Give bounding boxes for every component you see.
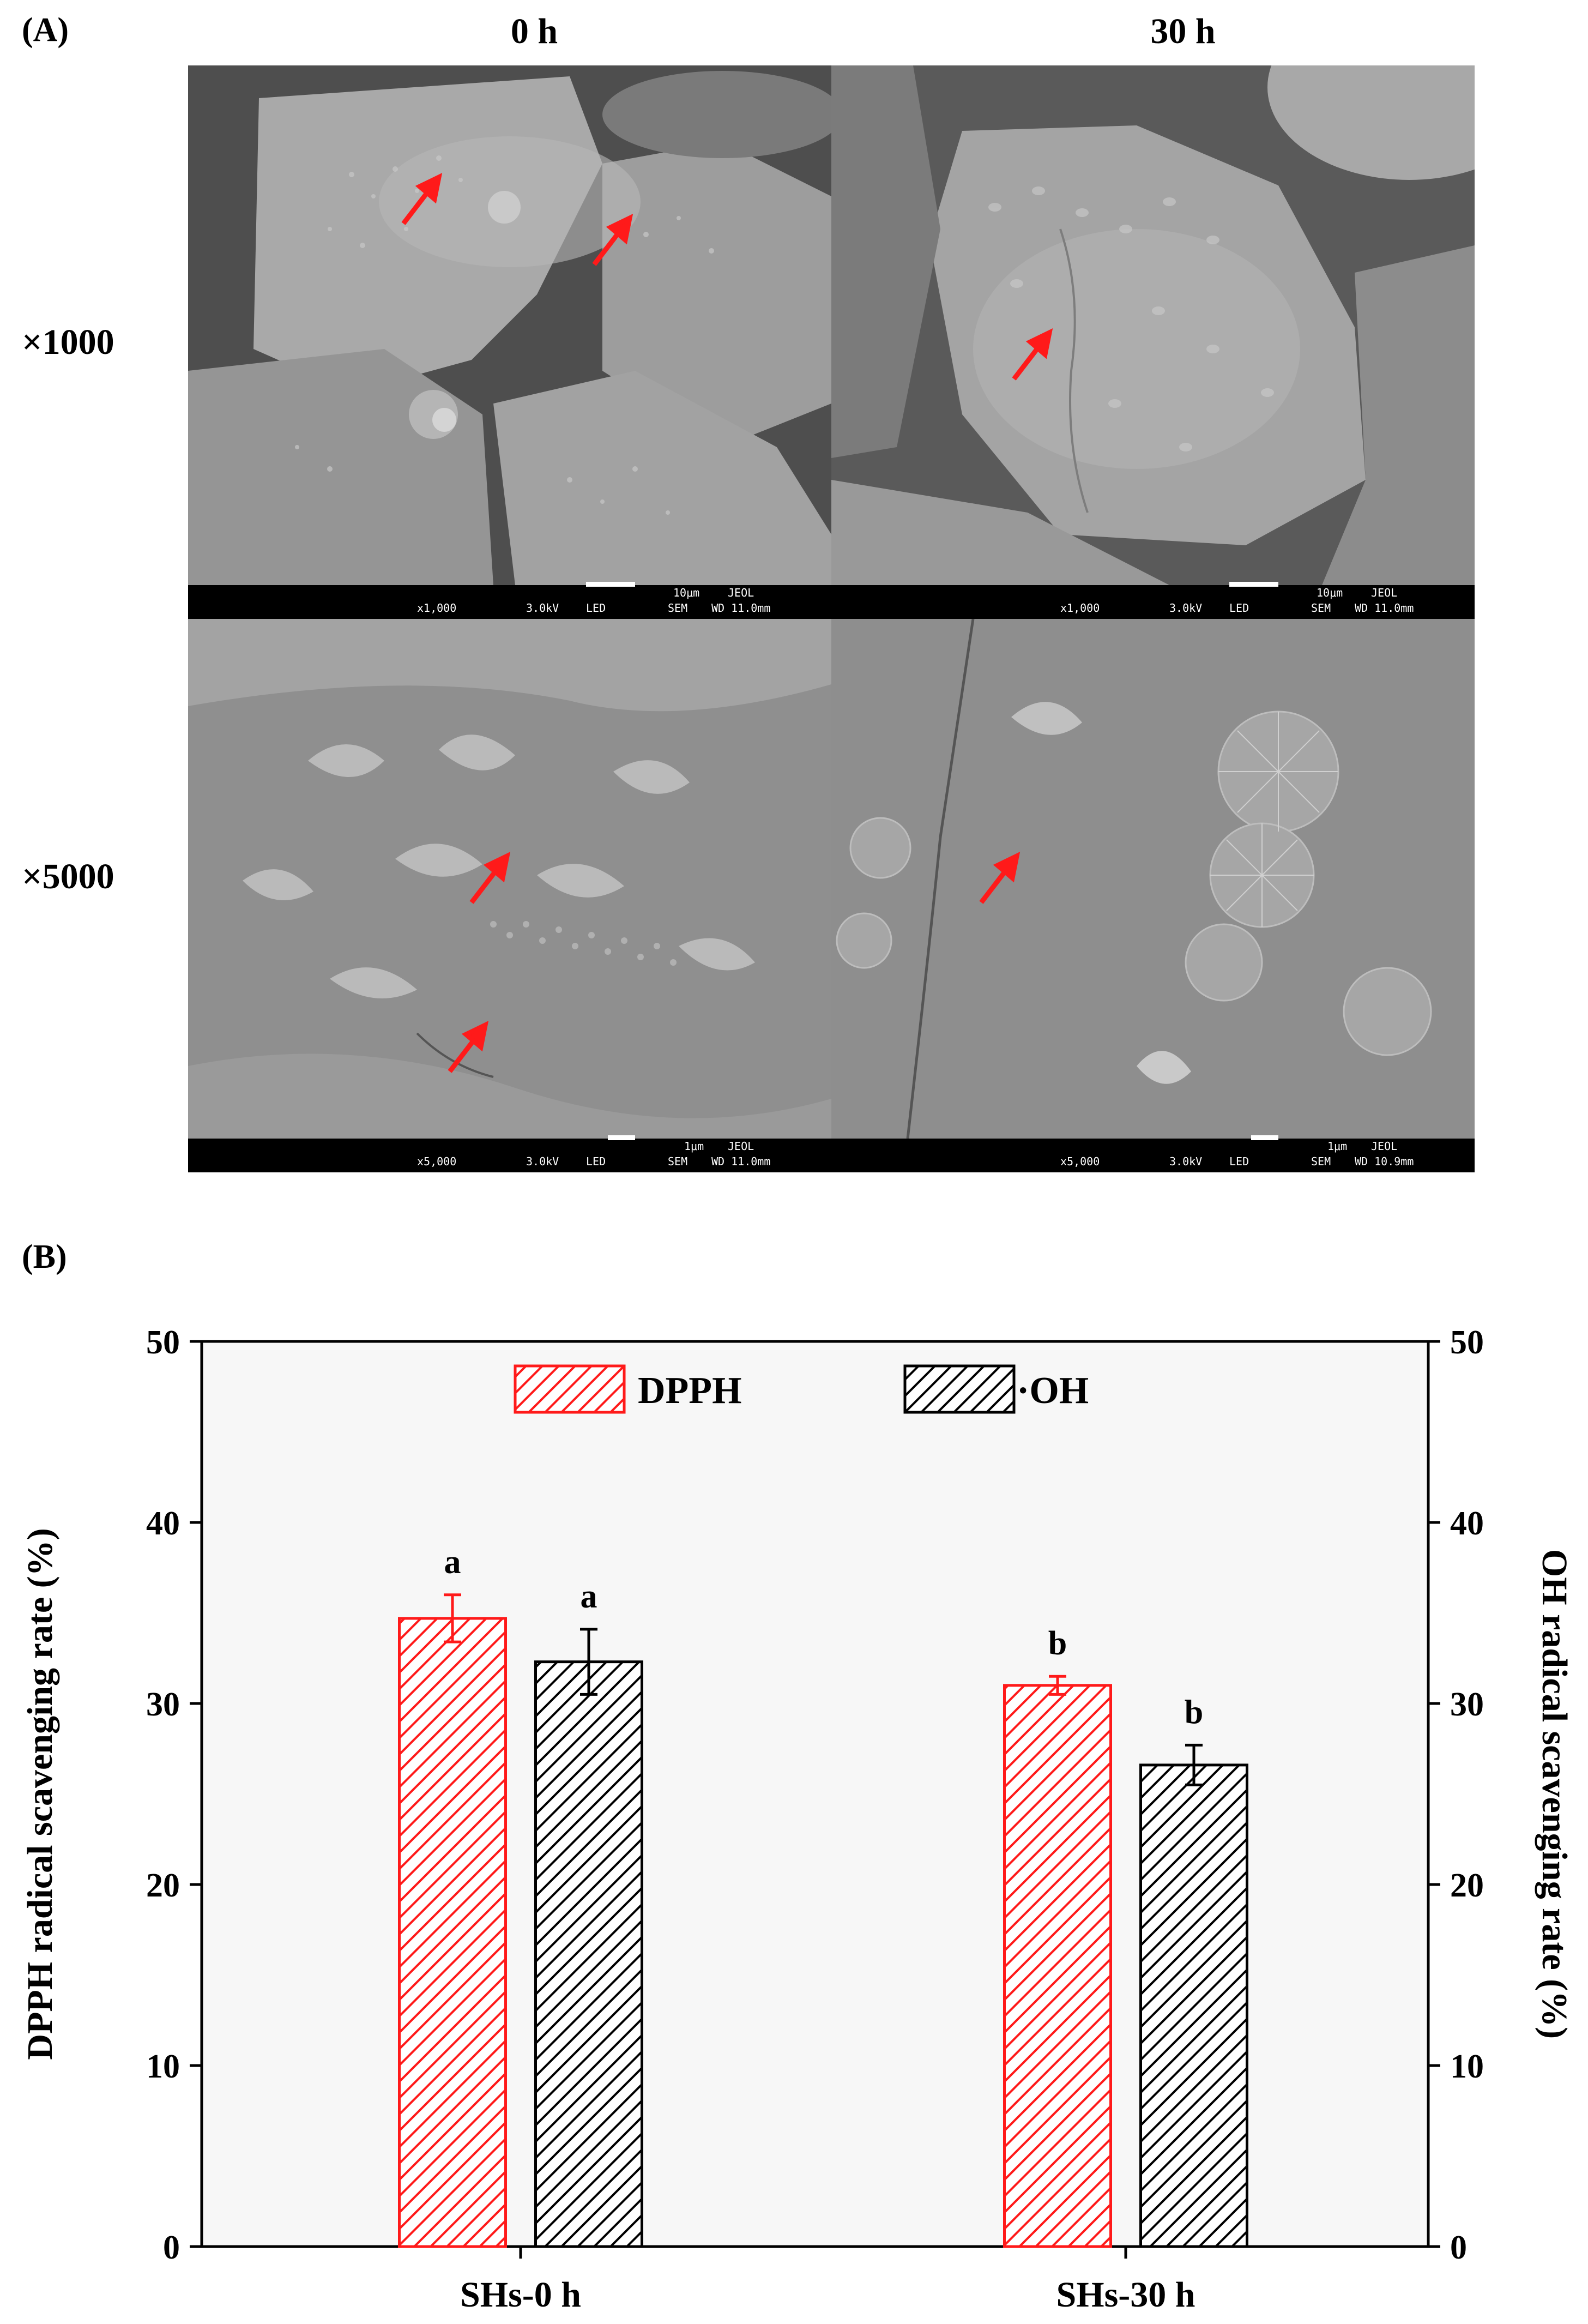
micrograph-0h-x1000-image — [188, 65, 831, 619]
mag-label: x5,000 — [417, 1155, 457, 1168]
legend-label: DPPH — [638, 1370, 742, 1412]
x-tick-label: SHs-0 h — [460, 2275, 581, 2315]
y-axis-title: DPPH radical scavenging rate (%) — [20, 1528, 60, 2060]
micrograph-30h-x1000-image — [831, 65, 1475, 619]
x-tick-label: SHs-30 h — [1056, 2275, 1195, 2315]
y2-tick-label: 50 — [1450, 1324, 1484, 1361]
legend-label: ·OH — [1017, 1370, 1089, 1412]
bar-chart: 0 0 10 10 20 20 30 30 40 40 50 50 DPPH radical scave… — [20, 1324, 1574, 2315]
det-label: LED — [1229, 1155, 1249, 1168]
mode-label: SEM — [668, 601, 688, 615]
y2-tick-label: 10 — [1450, 2048, 1484, 2085]
panel-b-label: (B) — [22, 1238, 67, 1275]
brand-label: JEOL — [1371, 586, 1398, 599]
significance-letter: a — [581, 1578, 597, 1615]
bar-dpph — [398, 1617, 507, 2248]
y-tick-label: 10 — [146, 2048, 180, 2085]
y-tick-label: 50 — [146, 1324, 180, 1361]
mag-label: x5,000 — [1060, 1155, 1100, 1168]
significance-letter: a — [444, 1544, 461, 1581]
significance-letter: b — [1185, 1694, 1203, 1731]
micrograph-30h-x1000: 10μm JEOL x1,000 3.0kV LED SEM WD 11.0mm — [831, 65, 1475, 619]
kv-label: 3.0kV — [526, 1155, 559, 1168]
y2-axis-title: OH radical scavenging rate (%) — [1535, 1549, 1574, 2039]
det-label: LED — [1229, 601, 1249, 615]
kv-label: 3.0kV — [1169, 601, 1203, 615]
bar-oh — [1139, 1763, 1248, 2248]
y-tick-label: 0 — [163, 2229, 180, 2266]
kv-label: 3.0kV — [1169, 1155, 1203, 1168]
brand-label: JEOL — [1371, 1140, 1398, 1153]
scale-label: 1μm — [1327, 1140, 1348, 1153]
y2-tick-label: 40 — [1450, 1505, 1484, 1542]
det-label: LED — [586, 1155, 606, 1168]
bar-dpph — [1003, 1684, 1112, 2248]
micrograph-30h-x1000-infobar: 10μm JEOL x1,000 3.0kV LED SEM WD 11.0mm — [831, 582, 1475, 619]
y-tick-label: 40 — [146, 1505, 180, 1542]
mode-label: SEM — [1311, 601, 1331, 615]
brand-label: JEOL — [728, 1140, 754, 1153]
micrograph-0h-x5000: 1μm JEOL x5,000 3.0kV LED SEM WD 11.0mm — [188, 619, 831, 1172]
det-label: LED — [586, 601, 606, 615]
row-label-x5000: ×5000 — [22, 857, 114, 896]
mag-label: x1,000 — [417, 601, 457, 615]
scale-label: 1μm — [684, 1140, 704, 1153]
micrograph-0h-x5000-infobar: 1μm JEOL x5,000 3.0kV LED SEM WD 11.0mm — [188, 1135, 831, 1172]
y2-tick-label: 0 — [1450, 2229, 1467, 2266]
wd-label: WD 11.0mm — [711, 601, 771, 615]
significance-letter: b — [1048, 1625, 1067, 1662]
wd-label: WD 10.9mm — [1355, 1155, 1414, 1168]
micrograph-30h-x5000-infobar: 1μm JEOL x5,000 3.0kV LED SEM WD 10.9mm — [831, 1135, 1475, 1172]
panel-a-label: (A) — [22, 11, 69, 49]
wd-label: WD 11.0mm — [711, 1155, 771, 1168]
micrograph-0h-x1000: 10μm JEOL x1,000 3.0kV LED SEM WD 11.0mm — [188, 65, 831, 619]
kv-label: 3.0kV — [526, 601, 559, 615]
brand-label: JEOL — [728, 586, 754, 599]
column-title-0h: 0 h — [510, 11, 558, 51]
y-tick-label: 30 — [146, 1686, 180, 1723]
wd-label: WD 11.0mm — [1355, 601, 1414, 615]
mode-label: SEM — [1311, 1155, 1331, 1168]
mag-label: x1,000 — [1060, 601, 1100, 615]
row-label-x1000: ×1000 — [22, 322, 114, 362]
scale-label: 10μm — [673, 586, 700, 599]
micrograph-0h-x5000-image — [188, 619, 831, 1172]
scale-label: 10μm — [1317, 586, 1343, 599]
column-title-30h: 30 h — [1150, 11, 1216, 51]
legend-swatch — [903, 1364, 1016, 1414]
micrograph-0h-x1000-infobar: 10μm JEOL x1,000 3.0kV LED SEM WD 11.0mm — [188, 582, 831, 619]
mode-label: SEM — [668, 1155, 688, 1168]
legend-swatch — [514, 1364, 626, 1414]
micrograph-30h-x5000-image — [831, 619, 1475, 1172]
micrograph-30h-x5000: 1μm JEOL x5,000 3.0kV LED SEM WD 10.9mm — [831, 619, 1475, 1172]
y2-tick-label: 30 — [1450, 1686, 1484, 1723]
y2-tick-label: 20 — [1450, 1867, 1484, 1904]
y-tick-label: 20 — [146, 1867, 180, 1904]
bar-oh — [534, 1660, 643, 2248]
